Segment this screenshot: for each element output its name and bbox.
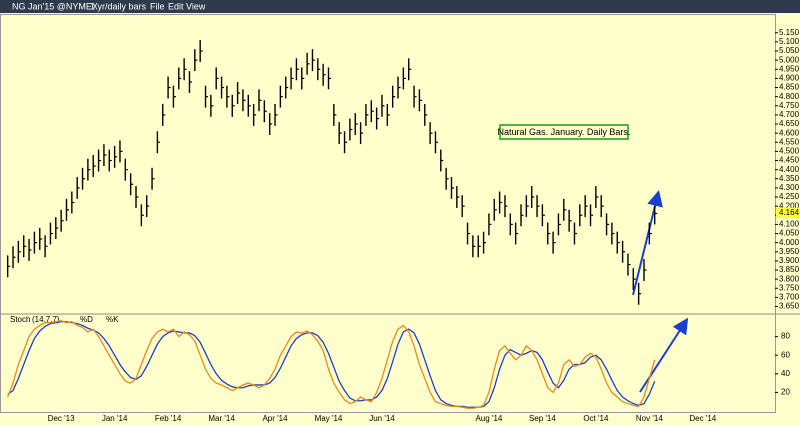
y-tick-label: 4.350 (779, 174, 800, 183)
y-tick-label: 4.500 (779, 147, 800, 156)
menu-item[interactable]: View (186, 1, 206, 11)
x-tick-label: May '14 (315, 414, 343, 423)
y-tick-label: 4.700 (779, 110, 800, 119)
menu-item[interactable]: File (150, 1, 165, 11)
y2-tick-label: 40 (781, 369, 790, 378)
y-tick-label: 3.950 (779, 247, 800, 256)
y-tick-label: 4.400 (779, 165, 800, 174)
y-tick-label: 5.100 (779, 37, 800, 46)
annotation-box (499, 124, 629, 140)
indicator-name: Stoch (10, 315, 30, 324)
symbol[interactable]: NG Jan'15 @NYMEX (12, 1, 98, 11)
y-tick-label: 4.000 (779, 238, 800, 247)
x-tick-label: Jun '14 (369, 414, 395, 423)
last-value-box (776, 207, 800, 218)
y-tick-label: 3.700 (779, 293, 800, 302)
x-tick-label: Dec '14 (689, 414, 716, 423)
stoch-line (7, 320, 656, 409)
trend-arrow (639, 317, 689, 393)
toolbar: NG Jan'15 @NYMEX 1 yr/daily bars File Ed… (0, 0, 800, 13)
y-tick-label: 3.650 (779, 302, 800, 311)
x-tick-label: Jan '14 (102, 414, 128, 423)
menu-item[interactable]: Edit (168, 1, 184, 11)
stoch-line (7, 321, 656, 408)
y-tick-label: 4.600 (779, 128, 800, 137)
y-tick-label: 3.750 (779, 283, 800, 292)
y2-tick-label: 20 (781, 388, 790, 397)
y-tick-label: 4.850 (779, 83, 800, 92)
trend-arrow (632, 190, 663, 296)
indicator-params: (14,7,7) (32, 315, 60, 324)
x-tick-label: Sep '14 (529, 414, 556, 423)
y-tick-label: 3.850 (779, 265, 800, 274)
x-tick-label: Feb '14 (155, 414, 182, 423)
y-tick-label: 4.750 (779, 101, 800, 110)
y-tick-label: 4.050 (779, 229, 800, 238)
y-tick-label: 4.200 (779, 201, 800, 210)
y-tick-label: 4.450 (779, 156, 800, 165)
y2-tick-label: 80 (781, 332, 790, 341)
y-tick-label: 5.150 (779, 28, 800, 37)
x-tick-label: Nov '14 (636, 414, 663, 423)
y-tick-label: 5.000 (779, 55, 800, 64)
x-tick-label: Apr '14 (262, 414, 288, 423)
annotation: Natural Gas. January. Daily Bars. (498, 127, 631, 137)
y-tick-label: 4.900 (779, 74, 800, 83)
y-tick-label: 4.100 (779, 220, 800, 229)
period[interactable]: 1 yr/daily bars (90, 1, 147, 11)
legend-label: %K (106, 315, 119, 324)
toolbar-bg (0, 0, 800, 13)
y-tick-label: 4.800 (779, 92, 800, 101)
y-tick-label: 4.550 (779, 137, 800, 146)
x-tick-label: Mar '14 (208, 414, 235, 423)
y-tick-label: 4.250 (779, 192, 800, 201)
legend-label: %D (80, 315, 93, 324)
x-tick-label: Dec '13 (48, 414, 75, 423)
y-tick-label: 5.050 (779, 46, 800, 55)
x-tick-label: Oct '14 (583, 414, 609, 423)
last-value: 4.164 (779, 208, 800, 217)
x-tick-label: Aug '14 (475, 414, 502, 423)
plot-frame (0, 14, 776, 413)
y-tick-label: 3.900 (779, 256, 800, 265)
y-tick-label: 4.300 (779, 183, 800, 192)
y2-tick-label: 60 (781, 350, 790, 359)
y-tick-label: 4.650 (779, 119, 800, 128)
y-tick-label: 4.950 (779, 64, 800, 73)
y-tick-label: 3.800 (779, 274, 800, 283)
